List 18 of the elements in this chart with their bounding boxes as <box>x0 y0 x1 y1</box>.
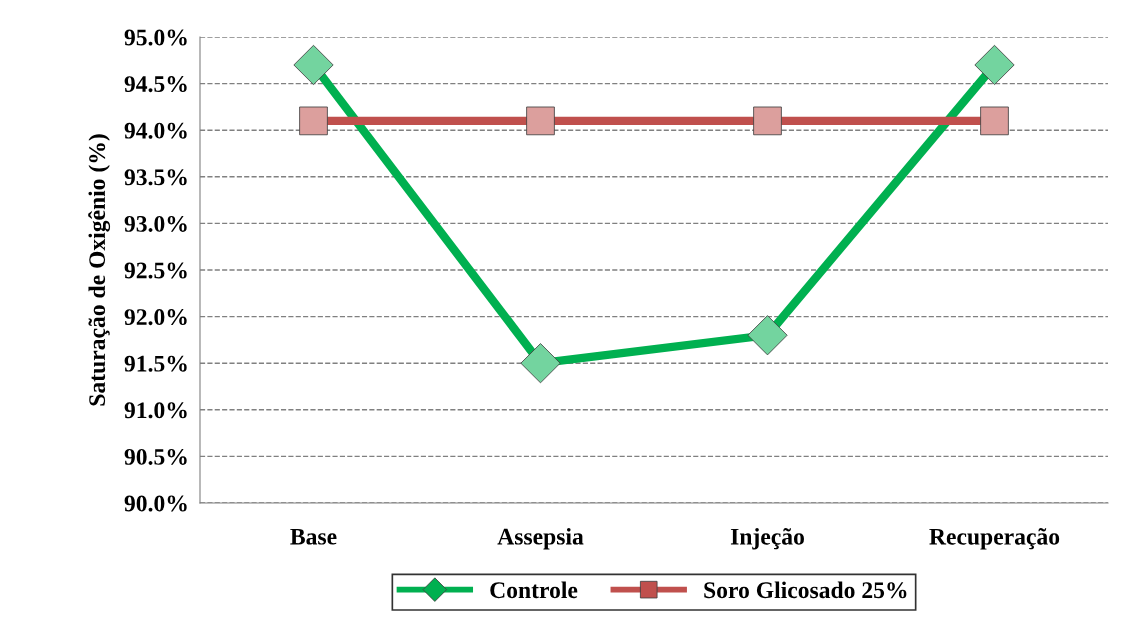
x-tick-label: Recuperação <box>929 528 1060 550</box>
y-tick-label: 92.5% <box>124 262 187 279</box>
y-tick-label: 93.5% <box>124 169 187 186</box>
x-tick-label: Injeção <box>730 528 804 550</box>
y-tick-label: 92.0% <box>124 309 187 326</box>
y-tick-label: 91.0% <box>124 402 187 419</box>
y-tick-label: 91.5% <box>124 355 187 372</box>
y-tick-label: 90.5% <box>124 448 187 465</box>
y-axis-title: Saturação de Oxigênio (%) <box>88 134 111 406</box>
y-tick-label: 94.5% <box>124 76 187 93</box>
legend-label: Soro Glicosado 25% <box>704 581 907 599</box>
y-tick-label: 90.0% <box>124 495 187 512</box>
legend-label: Controle <box>490 581 578 599</box>
y-tick-label: 93.0% <box>124 215 187 232</box>
x-tick-label: Base <box>290 528 337 545</box>
y-tick-label: 94.0% <box>124 122 187 139</box>
y-tick-label: 95.0% <box>124 29 187 46</box>
x-tick-label: Assepsia <box>497 528 584 550</box>
